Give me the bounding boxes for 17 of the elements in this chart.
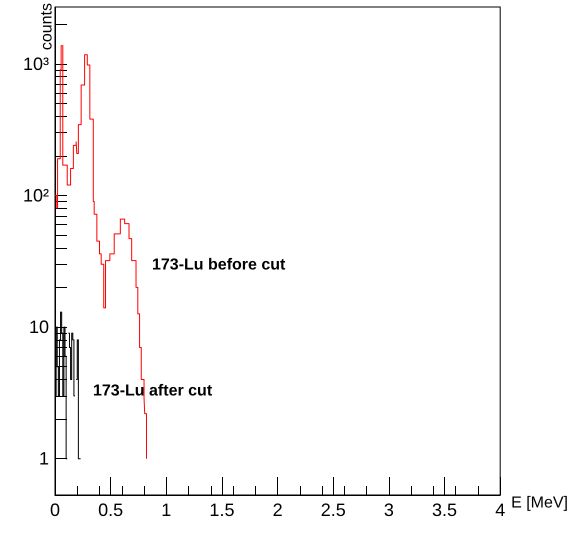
y-axis-title: counts — [38, 3, 56, 50]
x-tick-label: 1.5 — [209, 500, 234, 520]
x-tick-label: 0 — [50, 500, 60, 520]
y-tick-label: 10³ — [22, 54, 50, 74]
x-axis-title: E [MeV] — [511, 494, 568, 512]
x-tick-label: 0.5 — [98, 500, 124, 520]
x-tick-label: 1 — [161, 500, 172, 520]
y-tick-label: 10² — [22, 185, 50, 206]
annotation: 173-Lu before cut — [152, 256, 286, 274]
x-tick-label: 4 — [495, 500, 506, 520]
y-tick-label: 1 — [38, 448, 49, 469]
annotation: 173-Lu after cut — [93, 382, 213, 400]
x-tick-label: 3.5 — [432, 500, 458, 520]
x-tick-label: 3 — [384, 500, 394, 520]
x-tick-label: 2.5 — [320, 500, 346, 520]
y-tick-label: 10 — [28, 317, 49, 338]
x-tick-label: 2 — [272, 500, 283, 520]
